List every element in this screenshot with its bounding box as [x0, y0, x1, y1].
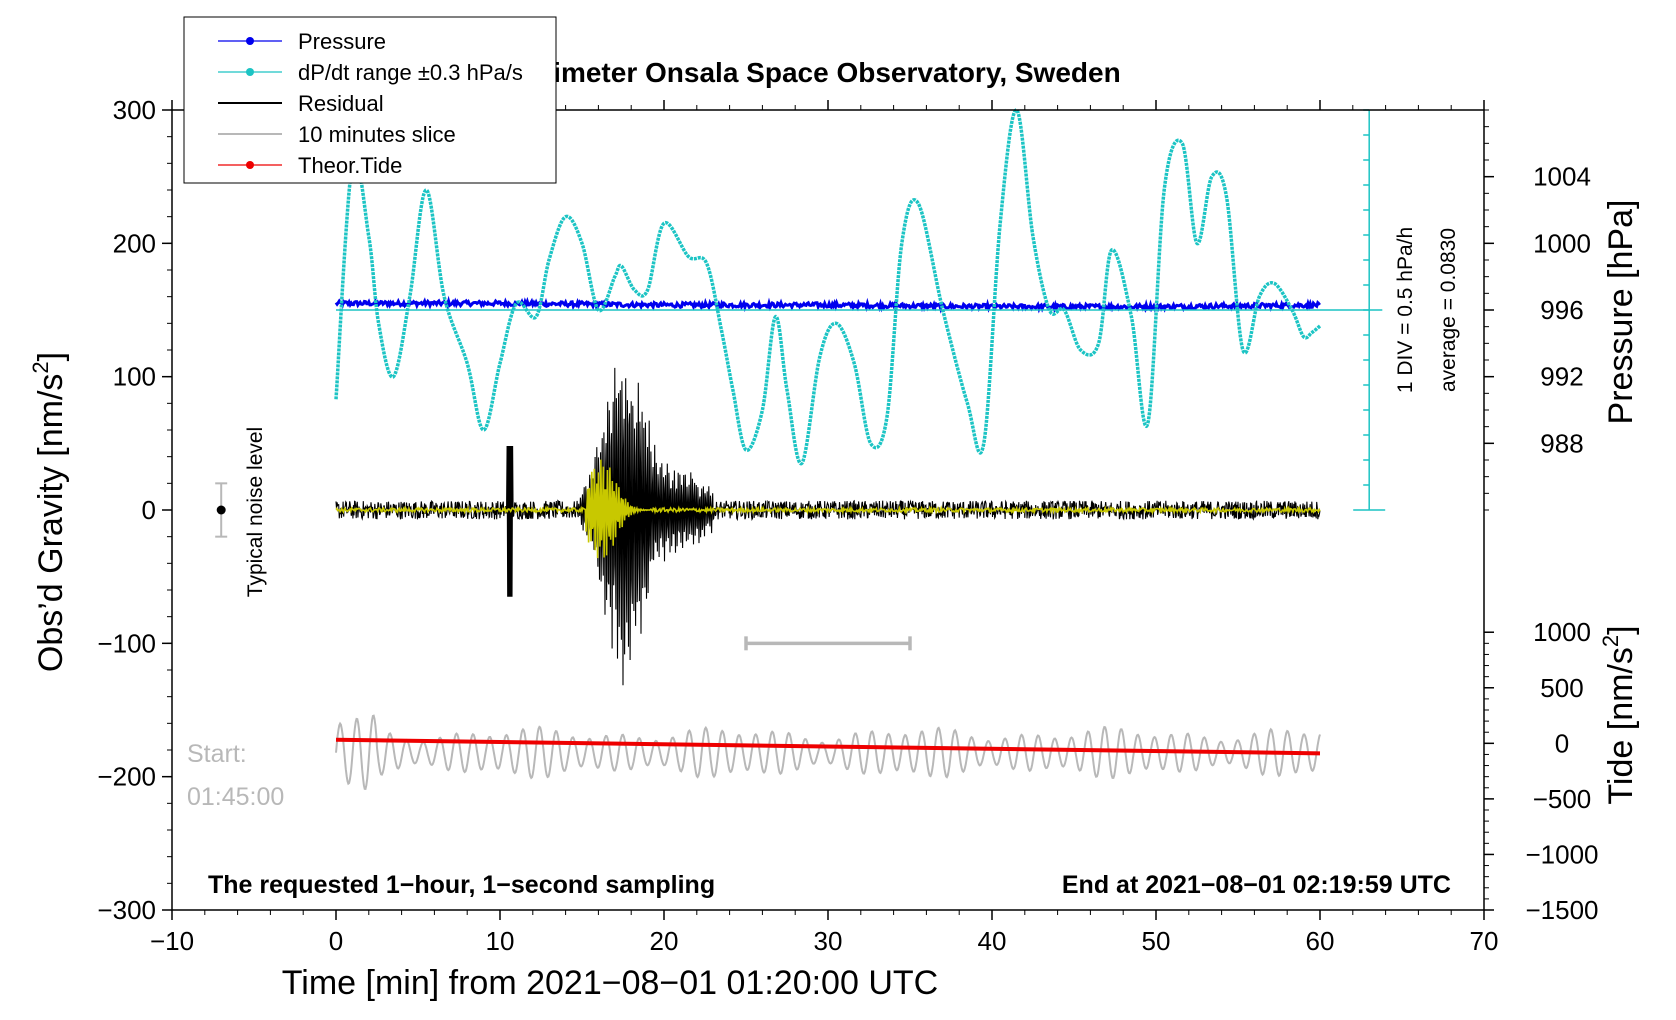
tide-line — [335, 737, 1321, 756]
x-tick-label: 60 — [1306, 926, 1335, 956]
x-tick-label: 0 — [329, 926, 343, 956]
plot-layer — [215, 108, 1386, 791]
x-tick-label: 20 — [650, 926, 679, 956]
legend: Pressure dP/dt range ±0.3 hPa/s Residual 10… — [183, 16, 557, 184]
pressure-tick-label: 992 — [1540, 362, 1583, 392]
tide-tick-label: −500 — [1533, 784, 1592, 814]
x-tick-label: 40 — [978, 926, 1007, 956]
pressure-tick-label: 988 — [1540, 428, 1583, 458]
y-left-tick-label: 0 — [142, 495, 156, 525]
legend-marker — [246, 161, 254, 169]
tide-tick-label: 0 — [1555, 728, 1569, 758]
tide-tick-label: 500 — [1540, 673, 1583, 703]
pressure-line — [334, 295, 1321, 314]
legend-label: 10 minutes slice — [298, 122, 456, 147]
x-tick-label: 50 — [1142, 926, 1171, 956]
div-label: 1 DIV = 0.5 hPa/h — [1394, 227, 1417, 393]
start-time-label: 01:45:00 — [187, 783, 284, 811]
average-label: average = 0.0830 — [1437, 228, 1460, 392]
y-axis-tide-title: Tide [nm/s2] — [1598, 625, 1640, 804]
footer-right: End at 2021−08−01 02:19:59 UTC — [1062, 871, 1451, 899]
tide-tick-label: −1000 — [1525, 839, 1598, 869]
y-axis-tide-title-base: Tide [nm/s — [1602, 647, 1640, 804]
x-axis-title: Time [min] from 2021−08−01 01:20:00 UTC — [282, 964, 938, 1002]
start-label: Start: — [187, 740, 247, 768]
y-left-tick-label: −300 — [97, 895, 156, 925]
y-left-tick-label: 100 — [113, 362, 156, 392]
pressure-tick-label: 1000 — [1533, 228, 1591, 258]
svg-text:Obs’d Gravity [nm/s2]: Obs’d Gravity [nm/s2] — [28, 352, 70, 672]
y-axis-tide-title-sup: 2 — [1598, 635, 1623, 647]
y-axis-left-title-close: ] — [32, 352, 70, 361]
slice-line — [335, 714, 1321, 791]
pressure-tick-label: 996 — [1540, 295, 1583, 325]
pressure-tick-label: 1004 — [1533, 162, 1591, 192]
legend-label: dP/dt range ±0.3 hPa/s — [298, 60, 523, 85]
tide-tick-label: −1500 — [1525, 895, 1598, 925]
x-tick-label: −10 — [150, 926, 194, 956]
y-axis-left-title-base: Obs’d Gravity [nm/s — [32, 374, 70, 673]
noise-level-label: Typical noise level — [244, 427, 267, 597]
legend-label: Theor.Tide — [298, 153, 402, 178]
residual-filtered-line — [335, 459, 1321, 559]
legend-marker — [246, 37, 254, 45]
frame-layer: −10 0 10 20 30 40 50 60 70−300−200−1000100200300… — [97, 95, 1598, 956]
legend-label: Residual — [298, 91, 384, 116]
tide-tick-label: 1000 — [1533, 617, 1591, 647]
noise-bar-dot — [216, 505, 226, 515]
x-tick-label: 30 — [814, 926, 843, 956]
y-left-tick-label: 300 — [113, 95, 156, 125]
x-tick-label: 10 — [486, 926, 515, 956]
y-axis-left-title-sup: 2 — [28, 361, 53, 373]
y-axis-pressure-title: Pressure [hPa] — [1602, 200, 1640, 425]
y-left-tick-label: 200 — [113, 228, 156, 258]
residual-line — [335, 367, 1321, 686]
svg-text:Tide [nm/s2]: Tide [nm/s2] — [1598, 625, 1640, 804]
y-left-tick-label: −200 — [97, 762, 156, 792]
dpdt-line — [334, 108, 1322, 466]
legend-label: Pressure — [298, 29, 386, 54]
y-left-tick-label: −100 — [97, 628, 156, 658]
x-tick-label: 70 — [1470, 926, 1499, 956]
legend-box — [183, 16, 557, 184]
y-axis-left-title: Obs’d Gravity [nm/s2] — [28, 352, 70, 672]
y-axis-tide-title-close: ] — [1602, 625, 1640, 634]
footer-left: The requested 1−hour, 1−second sampling — [208, 871, 715, 899]
legend-marker — [246, 68, 254, 76]
